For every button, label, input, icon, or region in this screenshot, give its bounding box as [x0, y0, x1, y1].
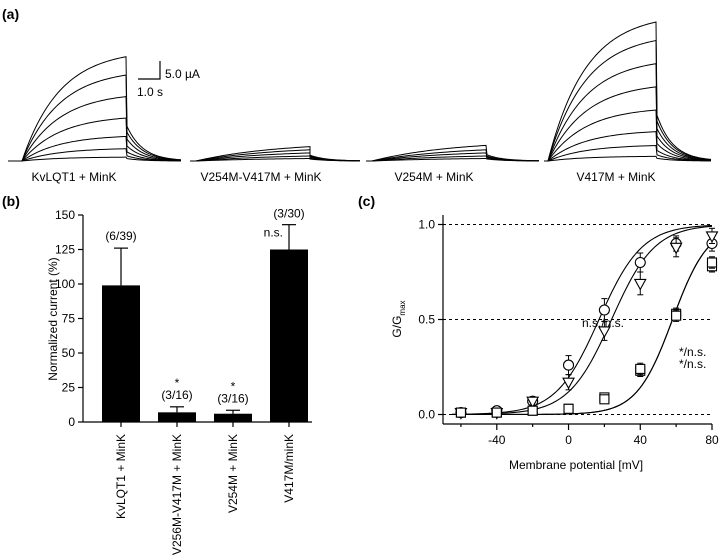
- current-trace: [544, 109, 712, 162]
- b-category-labels: KvLQT1 + MinK V256M-V417M + MinK V254M +…: [114, 434, 296, 555]
- c-data-points: [454, 227, 719, 420]
- b-category-label: KvLQT1 + MinK: [114, 434, 128, 519]
- b-category-label: V254M + MinK: [226, 434, 240, 513]
- current-trace: [544, 131, 712, 162]
- c-point-triangle: [633, 278, 647, 291]
- c-annotation-star-ns-1: */n.s.: [679, 345, 706, 359]
- b-ytick-label: 125: [55, 243, 75, 257]
- c-point-square: [527, 405, 538, 416]
- c-ytick-label: 0.5: [418, 313, 435, 327]
- c-ylabel-sub: max: [398, 300, 407, 315]
- c-ytick-label: 1.0: [418, 218, 435, 232]
- scale-bar-current: 5.0 µA: [165, 67, 200, 81]
- scale-bar-time: 1.0 s: [137, 85, 163, 99]
- c-xtick-label: 0: [565, 433, 572, 447]
- b-bar: [158, 412, 196, 422]
- b-sig-label: *: [175, 376, 180, 390]
- c-y-ticks: 0.0 0.5 1.0: [418, 218, 443, 422]
- b-ytick-label: 0: [68, 415, 75, 429]
- c-point-triangle: [669, 242, 683, 255]
- trace-label-kvlqt1: KvLQT1 + MinK: [31, 170, 116, 184]
- current-trace: [366, 144, 540, 162]
- current-trace: [544, 63, 712, 162]
- c-point-square: [455, 407, 466, 418]
- c-point-square: [599, 394, 610, 405]
- c-xtick-label: 80: [705, 433, 719, 447]
- current-trace: [544, 21, 712, 162]
- current-trace: [8, 135, 182, 162]
- current-trace: [8, 56, 182, 162]
- current-trace: [544, 39, 712, 162]
- current-trace: [8, 74, 182, 162]
- panel-a-current-traces: (a) 5.0 µA 1.0 s KvLQT1 + MinK V254M-V41…: [2, 6, 712, 184]
- trace-group: [8, 56, 182, 162]
- c-ylabel-main: G/G: [390, 316, 404, 338]
- b-bar: [214, 413, 252, 422]
- c-point-triangle: [597, 326, 611, 339]
- trace-label-v254m-v417m: V254M-V417M + MinK: [200, 170, 321, 184]
- b-sig-label: n.s.: [264, 226, 283, 240]
- b-ytick-label: 50: [62, 346, 76, 360]
- b-annotations: (6/39) (3/16) (3/16) (3/30) * * n.s.: [105, 207, 304, 406]
- b-n-label: (3/16): [217, 391, 248, 405]
- c-ytick-label: 0.0: [418, 408, 435, 422]
- b-category-label: V417M/minK: [282, 434, 296, 503]
- c-x-axis-label: Membrane potential [mV]: [509, 458, 643, 472]
- c-point-square: [706, 257, 718, 268]
- trace-groups: [8, 21, 712, 162]
- trace-label-v254m: V254M + MinK: [394, 170, 473, 184]
- panel-c-label: (c): [358, 193, 375, 209]
- current-trace: [8, 96, 182, 162]
- c-point-square: [671, 310, 682, 321]
- b-sig-label: *: [231, 379, 236, 393]
- current-trace: [544, 86, 712, 162]
- c-point-circle: [634, 256, 646, 269]
- b-bar: [270, 249, 308, 422]
- c-point-circle: [598, 304, 610, 316]
- c-x-ticks: -40 0 40 80: [460, 424, 719, 447]
- current-trace: [8, 148, 182, 162]
- current-trace: [544, 145, 712, 162]
- b-ytick-label: 25: [62, 381, 76, 395]
- b-y-axis-label: Normalized current (%): [46, 257, 60, 380]
- panel-b-bar-chart: (b) Normalized current (%) 0 25 50 75 10…: [2, 193, 312, 555]
- c-xtick-label: -40: [488, 433, 506, 447]
- b-n-label: (6/39): [105, 229, 136, 243]
- trace-group: [190, 146, 361, 162]
- b-bar: [102, 285, 140, 422]
- b-ytick-label: 150: [55, 208, 75, 222]
- b-y-ticks: 0 25 50 75 100 125 150: [55, 208, 83, 429]
- c-annotation-ns-ns: n.s./n.s.: [582, 316, 624, 330]
- c-point-square: [635, 363, 646, 374]
- c-xtick-label: 40: [634, 433, 648, 447]
- c-point-triangle: [562, 377, 575, 390]
- trace-group: [366, 144, 540, 162]
- c-point-triangle: [526, 396, 540, 409]
- b-ytick-label: 100: [55, 277, 75, 291]
- b-bars: [102, 224, 308, 427]
- b-category-label: V256M-V417M + MinK: [170, 434, 184, 555]
- c-point-square: [491, 407, 502, 418]
- scale-bar: 5.0 µA 1.0 s: [137, 61, 200, 99]
- panel-b-label: (b): [2, 193, 20, 209]
- c-point-triangle: [705, 231, 719, 244]
- b-ytick-label: 75: [62, 312, 76, 326]
- panel-c-activation-curves: (c) G/Gmax 0.0 0.5 1.0 -40 0 40 80 Membr…: [358, 193, 719, 472]
- b-n-label: (3/16): [161, 388, 192, 402]
- c-annotation-star-ns-2: */n.s.: [679, 357, 706, 371]
- trace-label-v417m: V417M + MinK: [576, 170, 655, 184]
- c-point-square: [563, 403, 574, 414]
- c-y-axis-label: G/Gmax: [390, 300, 407, 337]
- scale-bar-lines: [138, 61, 161, 80]
- panel-a-label: (a): [2, 6, 19, 22]
- current-trace: [544, 155, 712, 162]
- c-point-circle: [562, 359, 575, 371]
- current-trace: [190, 146, 361, 162]
- trace-group: [544, 21, 712, 162]
- current-trace: [8, 117, 182, 162]
- b-n-label: (3/30): [273, 207, 304, 221]
